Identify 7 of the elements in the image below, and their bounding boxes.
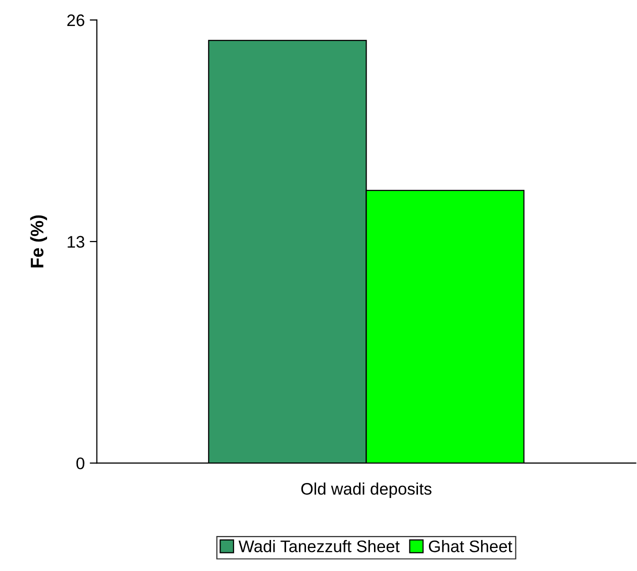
y-tick-label: 26	[67, 14, 84, 26]
y-tick-label: 0	[76, 457, 84, 470]
x-tick-label: Old wadi deposits	[301, 482, 432, 498]
y-tick-label: 13	[68, 236, 84, 248]
y-axis-title: Fe (%)	[30, 215, 48, 268]
legend-label: Wadi Tanezzuft Sheet	[238, 540, 400, 552]
legend-label: Ghat Sheet	[428, 540, 512, 552]
